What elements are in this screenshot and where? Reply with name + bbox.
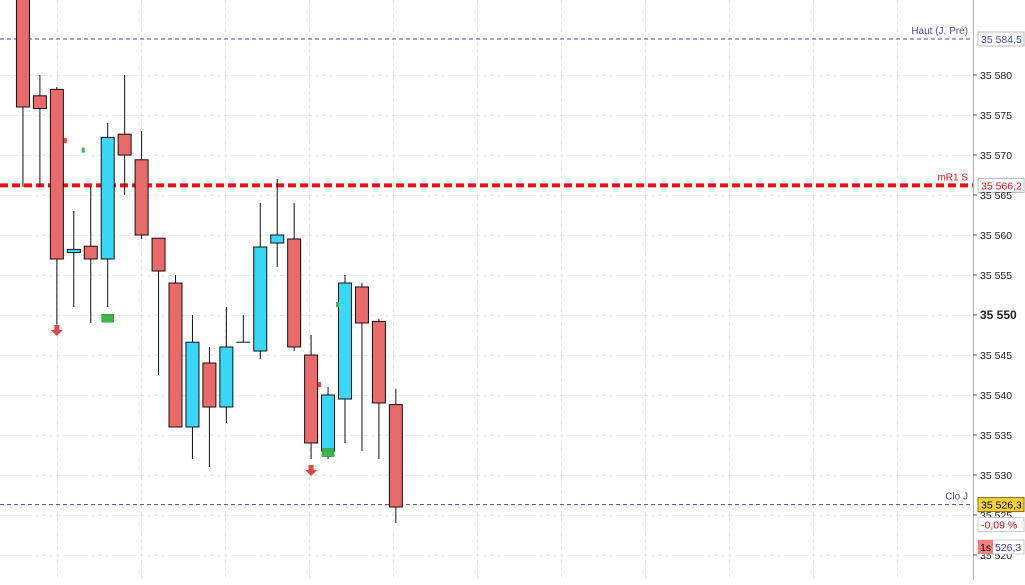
price-badges: 35 526,3 -0,09 % 1s 526,3 [977, 497, 1025, 555]
down-arrow-icon [50, 325, 63, 336]
tick-label: 35 530 [980, 470, 1012, 482]
badge-prefix: 1s [980, 542, 991, 554]
candle-body [202, 362, 217, 408]
down-arrow-icon [305, 465, 318, 476]
candle[interactable] [388, 388, 403, 523]
candle-body [270, 234, 285, 244]
badge-box [977, 497, 1025, 513]
level-value: 35 584,5 [981, 34, 1022, 46]
candle-body [338, 282, 352, 400]
signal-block [101, 313, 114, 323]
candle-body [168, 282, 183, 428]
candle[interactable] [304, 335, 319, 459]
badge-prefix-box [978, 540, 993, 554]
tick-label: 35 535 [980, 430, 1012, 442]
candle[interactable] [15, 0, 30, 187]
candle-body [354, 286, 369, 324]
candle[interactable] [168, 275, 183, 428]
candle-body [371, 320, 386, 404]
candle-body [321, 394, 336, 452]
tick-label: 35 550 [980, 308, 1017, 322]
price-badge: 35 526,3 [977, 497, 1025, 513]
candle-body [253, 246, 268, 352]
grid-lines [0, 0, 973, 580]
candle[interactable] [151, 237, 166, 375]
signal-tick [81, 147, 85, 153]
candle-body [83, 245, 98, 260]
price-badge: -0,09 % [977, 517, 1025, 533]
candle[interactable] [236, 315, 251, 343]
tick-label: 35 560 [980, 230, 1012, 242]
candle[interactable] [287, 203, 302, 351]
candle[interactable] [32, 75, 47, 187]
badge-label: 35 526,3 [981, 500, 1022, 512]
candle-body [304, 354, 319, 444]
candle[interactable] [219, 307, 234, 423]
signal-block [321, 448, 335, 457]
candle[interactable] [202, 347, 217, 467]
tick-label: 35 545 [980, 350, 1012, 362]
candle[interactable] [185, 315, 200, 459]
badge-label: 526,3 [995, 542, 1021, 554]
tick-label: 35 540 [980, 390, 1012, 402]
candle[interactable] [134, 131, 149, 239]
tick-label: 35 575 [980, 110, 1012, 122]
candle[interactable] [100, 123, 115, 307]
candle-body [388, 404, 403, 508]
level-name: mR1 S [937, 172, 968, 183]
candle[interactable] [338, 275, 352, 443]
candle-body [219, 346, 234, 408]
badge-label: -0,09 % [981, 520, 1017, 532]
signal-tick [336, 302, 339, 308]
candle[interactable] [270, 179, 285, 267]
signal-markers [50, 138, 339, 476]
candle-body [117, 133, 132, 156]
tick-label: 35 570 [980, 150, 1012, 162]
candle[interactable] [83, 187, 98, 323]
level-value: 35 566,2 [981, 180, 1022, 192]
candle-body [134, 159, 149, 236]
candle-body [15, 0, 30, 108]
tick-label: 35 555 [980, 270, 1012, 282]
candle[interactable] [371, 319, 386, 459]
badge-box [977, 517, 1025, 533]
candle[interactable] [321, 387, 336, 459]
level-value-box [977, 31, 1025, 47]
level-name: Clo J [945, 492, 968, 503]
tick-label: 35 565 [980, 190, 1012, 202]
price-badge: 1s 526,3 [977, 539, 1025, 555]
candle-body [49, 88, 64, 260]
candle-body [287, 238, 302, 348]
candle[interactable] [253, 203, 268, 359]
candle-body [66, 248, 81, 254]
candle-body [185, 341, 200, 428]
candle-body [151, 237, 166, 272]
tick-label: 35 580 [980, 70, 1012, 82]
candle[interactable] [354, 283, 369, 451]
candle-body [32, 95, 47, 110]
level-name: Haut (J, Pré) [911, 26, 968, 37]
level-lines: Haut (J, Pré) 35 584,5 mR1 S 35 566,2 Clo J [0, 26, 1025, 506]
candle-body [100, 136, 115, 260]
candles[interactable] [0, 0, 403, 523]
candle[interactable] [49, 87, 64, 325]
candle[interactable] [66, 211, 81, 307]
signal-tick [318, 382, 322, 388]
candle[interactable] [117, 75, 132, 195]
level-value-box [977, 177, 1025, 193]
signal-tick [63, 138, 67, 144]
